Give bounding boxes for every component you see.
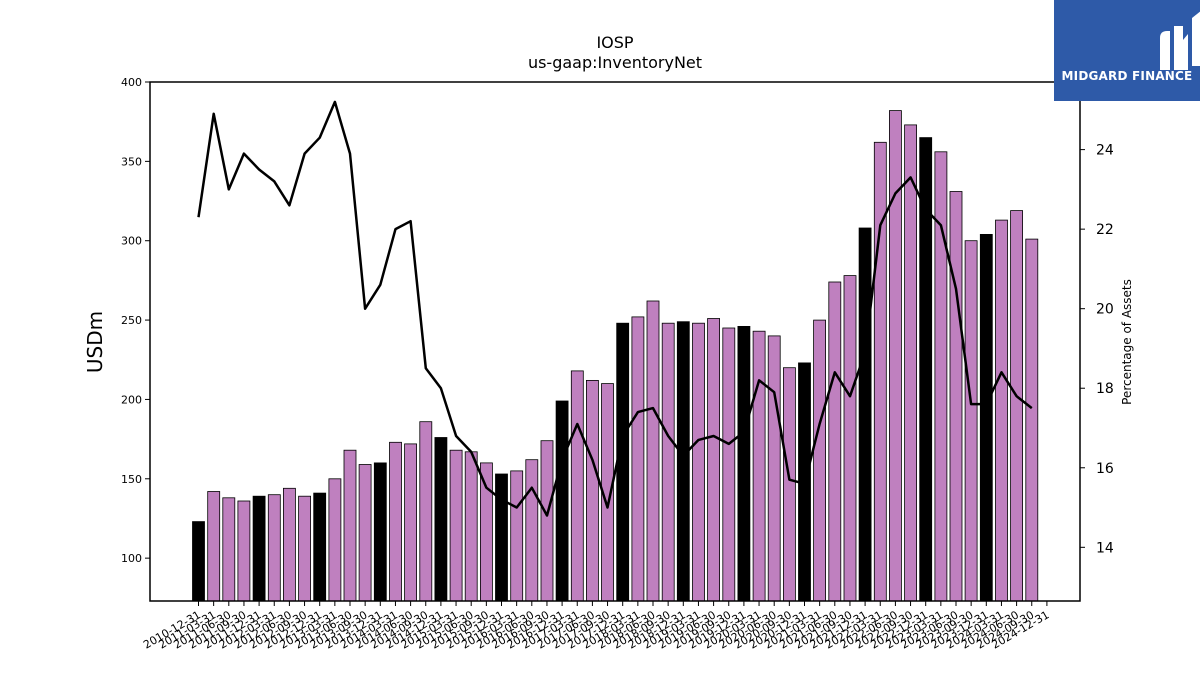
bar (676, 321, 690, 602)
bar (389, 441, 402, 602)
bar (964, 240, 978, 602)
y2-tick-label: 22 (1096, 222, 1114, 238)
bar (586, 379, 599, 602)
y-tick-label: 200 (121, 393, 142, 406)
bar (828, 281, 842, 602)
bar (464, 451, 478, 602)
bar (843, 275, 857, 602)
left-axis: 100 150 200 250 300 350 400 (121, 76, 150, 565)
bar (434, 437, 448, 602)
bar (555, 400, 569, 602)
bar (904, 124, 917, 602)
bar (813, 319, 826, 602)
y-axis-label: USDm (83, 311, 107, 373)
bars-layer (192, 110, 1039, 602)
bar (570, 370, 584, 602)
bar (783, 367, 796, 602)
bar (358, 464, 372, 602)
bar (419, 421, 433, 602)
bar (767, 335, 781, 602)
bar (298, 495, 312, 602)
bar (479, 462, 493, 602)
bar (495, 473, 508, 602)
bar (328, 478, 342, 602)
bar (282, 487, 296, 602)
bar (661, 322, 675, 602)
bar (237, 500, 251, 602)
bar (540, 440, 554, 602)
y2-tick-label: 14 (1096, 540, 1114, 556)
logo-mark-icon (1160, 11, 1200, 70)
y2-tick-label: 20 (1096, 302, 1114, 318)
bar (1010, 210, 1023, 602)
bar (949, 191, 963, 602)
y2-tick-label: 16 (1096, 461, 1114, 477)
bar (313, 492, 327, 602)
plot-frame (149, 81, 1081, 602)
y2-tick-label: 18 (1096, 381, 1114, 397)
bar (889, 110, 902, 602)
bar (692, 322, 705, 602)
brand-name: MIDGARD FINANCE (1061, 69, 1193, 83)
bar (707, 318, 720, 602)
y-tick-label: 150 (121, 473, 142, 486)
y-tick-label: 400 (121, 76, 142, 89)
chart-title: IOSP (596, 33, 633, 52)
y-tick-label: 350 (121, 155, 142, 168)
bar (192, 521, 205, 602)
x-axis: 2010-12-312011-03-312011-06-302011-09-30… (141, 601, 1051, 652)
bar (646, 300, 660, 602)
bar (752, 330, 766, 602)
bar (222, 497, 236, 602)
percentage-line (197, 100, 1033, 517)
y2-axis-label: Percentage of Assets (1120, 279, 1134, 405)
bar (343, 449, 357, 602)
bar (449, 449, 463, 602)
bar (722, 327, 736, 602)
bar (616, 322, 630, 602)
bar (207, 491, 221, 602)
brand-logo: MIDGARD FINANCE (1054, 0, 1200, 101)
bar (252, 495, 266, 602)
y-tick-label: 300 (121, 235, 142, 248)
bar (873, 141, 887, 602)
bar (979, 233, 993, 602)
bar (267, 494, 281, 602)
y-tick-label: 100 (121, 552, 142, 565)
y2-tick-label: 24 (1096, 143, 1114, 159)
bar (373, 462, 387, 602)
y-tick-label: 250 (121, 314, 142, 327)
bar (631, 316, 645, 602)
bar (995, 219, 1008, 602)
bar (510, 470, 524, 602)
bar (525, 459, 539, 602)
bar (1025, 238, 1039, 602)
bar (737, 325, 751, 602)
bar (858, 227, 872, 602)
right-axis: 14 16 18 20 22 24 (1080, 143, 1114, 556)
bar (404, 443, 418, 602)
chart-subtitle: us-gaap:InventoryNet (528, 53, 702, 72)
